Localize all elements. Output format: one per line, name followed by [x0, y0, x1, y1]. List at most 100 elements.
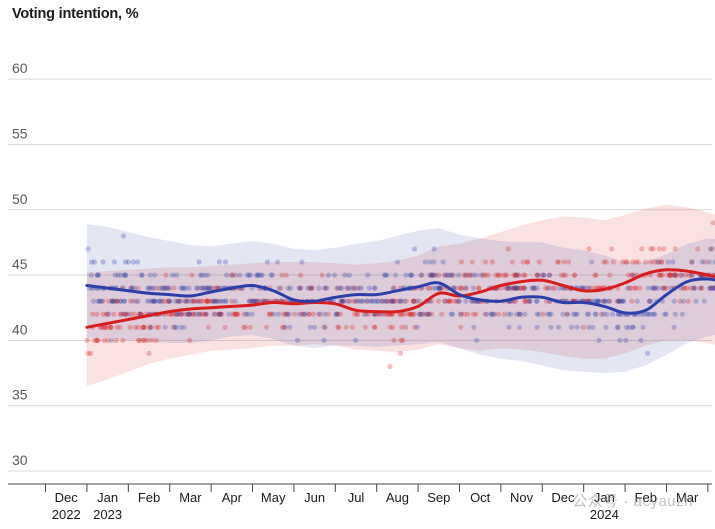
biden-poll-dot: [269, 272, 275, 278]
trump-poll-dot: [629, 272, 635, 278]
biden-poll-dot: [287, 324, 293, 330]
biden-poll-dot: [364, 298, 370, 304]
trump-poll-dot: [710, 220, 715, 226]
biden-poll-dot: [109, 298, 115, 304]
trump-poll-dot: [512, 272, 519, 278]
biden-poll-dot: [671, 298, 677, 304]
biden-poll-dot: [152, 298, 158, 304]
biden-poll-dot: [645, 311, 652, 317]
trump-poll-dot: [100, 311, 106, 317]
trump-poll-dot: [674, 272, 680, 278]
biden-poll-dot: [206, 285, 212, 291]
trump-poll-dot: [266, 311, 272, 317]
biden-poll-dot: [178, 285, 184, 291]
trump-poll-dot: [95, 337, 101, 343]
biden-poll-dot: [506, 324, 512, 330]
year-label-2024: 2024: [590, 507, 619, 522]
trump-poll-dot: [671, 272, 677, 278]
biden-poll-dot: [620, 298, 627, 304]
trump-poll-dot: [162, 298, 168, 304]
y-tick-label-50: 50: [12, 191, 28, 207]
biden-poll-dot: [244, 272, 251, 278]
biden-poll-dot: [546, 285, 552, 291]
biden-poll-dot: [573, 311, 579, 317]
trump-poll-dot: [630, 259, 636, 265]
trump-poll-dot: [92, 337, 98, 343]
biden-poll-dot: [246, 298, 252, 304]
trump-poll-dot: [341, 298, 347, 304]
trump-poll-dot: [523, 298, 529, 304]
biden-poll-dot: [178, 311, 184, 317]
biden-poll-dot: [456, 298, 462, 304]
trump-poll-dot: [509, 259, 515, 265]
biden-poll-dot: [379, 298, 386, 304]
trump-poll-dot: [159, 298, 165, 304]
trump-poll-dot: [319, 272, 325, 278]
trump-poll-dot: [149, 298, 155, 304]
trump-poll-dot: [333, 285, 340, 291]
biden-poll-dot: [541, 272, 547, 278]
trump-poll-dot: [190, 311, 196, 317]
biden-poll-dot: [91, 259, 97, 265]
trump-poll-dot: [306, 311, 312, 317]
trump-poll-dot: [163, 272, 169, 278]
trump-poll-dot: [648, 246, 654, 252]
biden-poll-dot: [391, 285, 397, 291]
trump-poll-dot: [308, 285, 314, 291]
biden-poll-dot: [574, 311, 580, 317]
trump-poll-dot: [192, 298, 198, 304]
trump-poll-dot: [344, 285, 350, 291]
trump-poll-dot: [410, 298, 416, 304]
biden-poll-dot: [534, 311, 540, 317]
trump-poll-dot: [166, 298, 172, 304]
trump-poll-dot: [606, 298, 612, 304]
biden-poll-dot: [422, 259, 428, 265]
trump-poll-dot: [467, 272, 473, 278]
trump-poll-dot: [268, 311, 275, 317]
biden-poll-dot: [145, 285, 151, 291]
trump-poll-dot: [387, 324, 393, 330]
biden-poll-dot: [211, 311, 217, 317]
biden-poll-dot: [197, 272, 204, 278]
biden-poll-dot: [381, 298, 388, 304]
biden-poll-dot: [100, 259, 106, 265]
trump-poll-dot: [247, 324, 253, 330]
trump-poll-dot: [505, 246, 511, 252]
biden-poll-dot: [178, 298, 184, 304]
trump-poll-dot: [410, 298, 416, 304]
trump-poll-dot: [343, 324, 349, 330]
trump-poll-dot: [691, 285, 697, 291]
trump-poll-dot: [205, 298, 211, 304]
biden-poll-dot: [345, 285, 351, 291]
trump-poll-dot: [209, 298, 215, 304]
biden-poll-dot: [655, 259, 662, 265]
biden-poll-dot: [470, 285, 476, 291]
trump-poll-dot: [655, 259, 661, 265]
trump-poll-dot: [517, 285, 523, 291]
trump-poll-dot: [651, 259, 657, 265]
biden-poll-dot: [202, 285, 208, 291]
biden-poll-dot: [89, 259, 95, 265]
biden-poll-dot: [345, 298, 351, 304]
trump-poll-dot: [154, 324, 160, 330]
biden-poll-dot: [223, 298, 229, 304]
biden-poll-dot: [602, 298, 608, 304]
trump-poll-dot: [490, 311, 496, 317]
x-tick-label-oct-10: Oct: [470, 490, 491, 505]
trump-poll-dot: [234, 311, 240, 317]
trump-poll-dot: [672, 246, 678, 252]
biden-poll-dot: [274, 259, 281, 265]
biden-poll-dot: [593, 311, 599, 317]
biden-poll-dot: [150, 298, 156, 304]
trump-poll-dot: [372, 324, 378, 330]
biden-poll-dot: [547, 272, 553, 278]
biden-poll-dot: [586, 324, 592, 330]
biden-poll-dot: [338, 285, 344, 291]
biden-poll-dot: [196, 311, 203, 317]
biden-poll-dot: [603, 324, 609, 330]
trump-poll-dot: [372, 324, 378, 330]
biden-poll-dot: [545, 311, 551, 317]
biden-poll-dot: [381, 272, 387, 278]
biden-poll-dot: [109, 298, 116, 304]
biden-poll-dot: [428, 272, 434, 278]
